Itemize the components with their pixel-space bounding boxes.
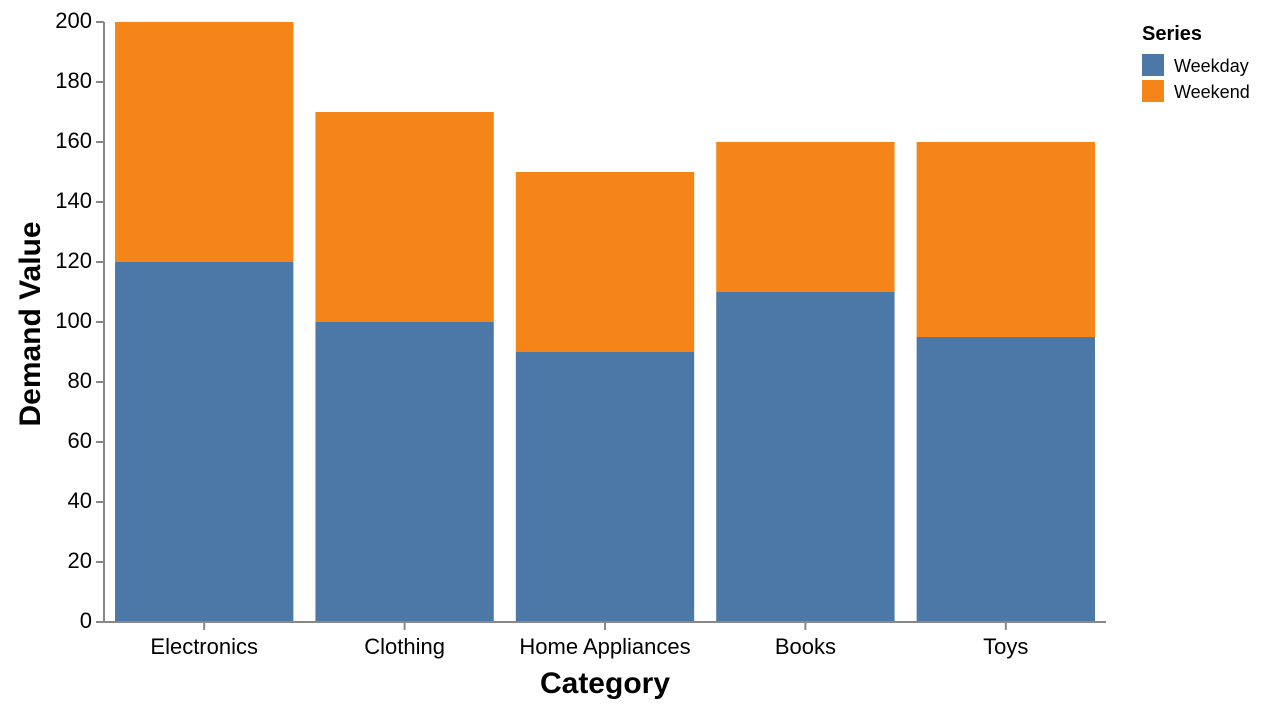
legend-items: Weekday Weekend	[1142, 54, 1250, 102]
legend-swatch-weekend	[1142, 80, 1164, 102]
y-axis-ticks: 0 20 40 60 80 100 120 140 160 180 200	[55, 8, 104, 633]
legend-label-weekend: Weekend	[1174, 82, 1250, 102]
y-tick-label: 20	[68, 548, 92, 573]
x-axis-title: Category	[540, 667, 670, 700]
y-tick-label: 80	[68, 368, 92, 393]
bar-weekend-toys	[916, 142, 1095, 337]
y-tick-label: 120	[55, 248, 92, 273]
y-axis-title: Demand Value	[14, 221, 47, 426]
y-tick-label: 140	[55, 188, 92, 213]
bar-weekend-home-appliances	[515, 172, 695, 352]
y-tick-label: 60	[68, 428, 92, 453]
y-tick-label: 180	[55, 68, 92, 93]
bar-weekend-books	[716, 142, 895, 292]
bars-layer	[115, 22, 1095, 622]
bar-weekday-clothing	[315, 322, 494, 622]
y-tick-label: 40	[68, 488, 92, 513]
x-tick-label: Electronics	[150, 634, 258, 659]
y-tick-label: 160	[55, 128, 92, 153]
bar-weekend-clothing	[315, 112, 494, 322]
legend: Series Weekday Weekend	[1142, 23, 1250, 102]
y-tick-label: 0	[80, 608, 92, 633]
y-tick-label: 100	[55, 308, 92, 333]
legend-title: Series	[1142, 23, 1202, 45]
bar-weekday-electronics	[115, 262, 294, 622]
x-tick-label: Home Appliances	[519, 634, 690, 659]
legend-label-weekday: Weekday	[1174, 56, 1249, 76]
bar-weekday-home-appliances	[515, 352, 695, 622]
bar-weekend-electronics	[115, 22, 294, 262]
x-tick-label: Clothing	[364, 634, 445, 659]
bar-weekday-toys	[916, 337, 1095, 622]
x-tick-label: Books	[775, 634, 836, 659]
bar-weekday-books	[716, 292, 895, 622]
legend-swatch-weekday	[1142, 54, 1164, 76]
x-tick-label: Toys	[983, 634, 1028, 659]
x-axis-ticks: Electronics Clothing Home Appliances Books T…	[150, 622, 1028, 659]
y-tick-label: 200	[55, 8, 92, 33]
axes-layer: 0 20 40 60 80 100 120 140 160 180 200 Electronics C…	[55, 8, 1106, 659]
